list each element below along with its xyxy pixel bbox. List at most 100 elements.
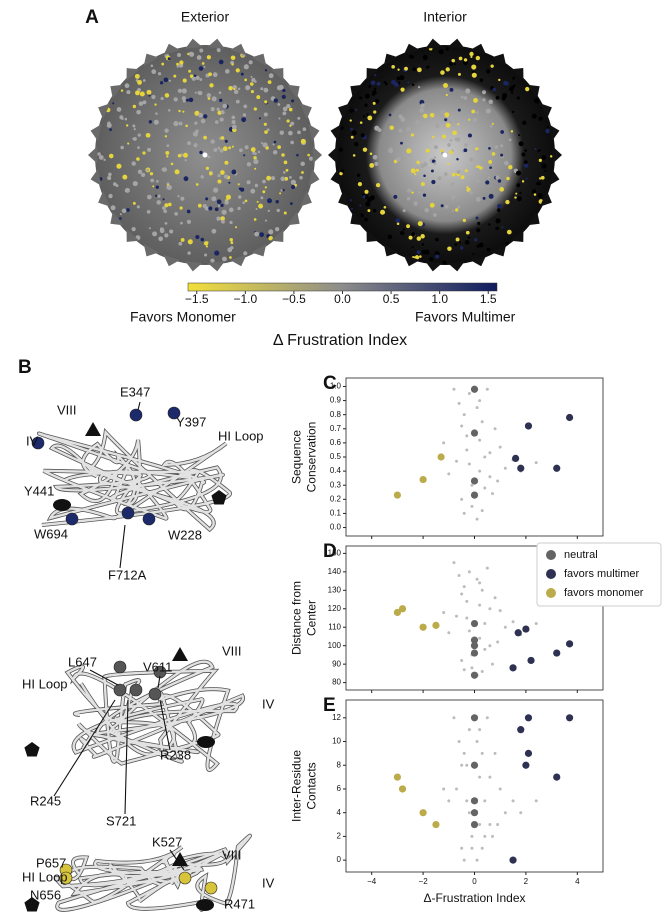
legend-marker (546, 569, 556, 579)
capsid-spike (270, 68, 284, 81)
texture-dot (224, 69, 230, 74)
point (509, 856, 517, 864)
texture-dot (135, 90, 140, 96)
texture-dot (188, 97, 194, 103)
texture-dot (467, 133, 472, 138)
texture-dot (476, 150, 480, 153)
texture-dot (357, 181, 363, 187)
texture-dot (355, 108, 358, 111)
texture-dot (263, 87, 269, 93)
texture-dot (430, 169, 434, 173)
texture-dot (467, 236, 470, 239)
background-point (460, 763, 464, 767)
texture-dot (464, 240, 470, 245)
capsid-spike (447, 38, 465, 49)
texture-dot (444, 204, 449, 209)
background-point (478, 636, 482, 640)
texture-dot (195, 234, 200, 240)
x-tick-label: −4 (367, 877, 377, 886)
texture-dot (294, 183, 298, 187)
capsid-spike (299, 103, 312, 120)
texture-dot (525, 86, 530, 92)
texture-dot (297, 116, 301, 120)
texture-dot (168, 202, 172, 207)
texture-dot (406, 196, 411, 201)
texture-dot (421, 243, 425, 246)
texture-dot (340, 126, 344, 130)
texture-dot (254, 183, 259, 188)
texture-dot (487, 176, 491, 179)
texture-dot (498, 78, 501, 82)
residue-label: W228 (168, 527, 202, 542)
texture-dot (521, 152, 526, 157)
texture-dot (231, 115, 236, 120)
background-point (483, 647, 487, 651)
texture-dot (267, 209, 270, 213)
background-point (483, 486, 487, 490)
texture-dot (444, 112, 450, 118)
texture-dot (455, 208, 459, 212)
background-point (442, 787, 446, 791)
background-point (493, 751, 497, 755)
texture-dot (541, 163, 547, 169)
capsid-spike (510, 229, 524, 242)
colorbar-tick-label: 0.5 (383, 292, 400, 306)
texture-dot (438, 49, 444, 55)
texture-dot (468, 190, 473, 195)
texture-dot (289, 175, 292, 179)
texture-dot (435, 123, 440, 129)
texture-dot (195, 183, 199, 186)
texture-dot (219, 117, 224, 122)
texture-dot (279, 192, 282, 195)
texture-dot (302, 127, 307, 132)
background-point (498, 609, 502, 613)
ribbon (65, 660, 245, 772)
texture-dot (489, 166, 492, 169)
background-point (490, 834, 494, 838)
texture-dot (230, 55, 236, 61)
texture-dot (164, 233, 169, 238)
ribbon (37, 429, 231, 532)
texture-dot (120, 117, 124, 121)
texture-dot (432, 135, 435, 139)
background-point (478, 399, 482, 403)
background-point (519, 811, 523, 815)
texture-dot (369, 152, 373, 156)
residue-label: HI Loop (22, 869, 68, 884)
background-point (457, 740, 461, 744)
texture-dot (255, 208, 258, 211)
texture-dot (237, 183, 240, 186)
y-tick-label: 2 (337, 832, 342, 841)
pointer-arrow (137, 401, 141, 411)
texture-dot (433, 162, 437, 166)
point (553, 464, 561, 472)
y-tick-label: 80 (332, 678, 341, 687)
background-point (485, 387, 489, 391)
texture-dot (396, 76, 401, 81)
point (393, 491, 401, 499)
residue-label: N656 (30, 887, 61, 902)
texture-dot (164, 222, 168, 225)
texture-dot (516, 96, 520, 100)
texture-dot (203, 65, 206, 68)
background-point (447, 631, 451, 635)
background-point (488, 823, 492, 827)
threefold-symbol (172, 852, 188, 866)
texture-dot (522, 120, 527, 125)
background-point (483, 834, 487, 838)
capsid-spike (491, 243, 507, 257)
texture-dot (359, 121, 363, 124)
texture-dot (108, 153, 114, 159)
texture-dot (150, 64, 154, 68)
background-point (460, 424, 464, 428)
background-point (478, 728, 482, 732)
texture-dot (476, 228, 481, 233)
texture-dot (541, 155, 547, 160)
texture-dot (489, 124, 493, 128)
texture-dot (195, 75, 200, 80)
texture-dot (163, 209, 167, 214)
texture-dot (431, 179, 436, 185)
texture-dot (178, 121, 183, 126)
texture-dot (501, 226, 504, 229)
